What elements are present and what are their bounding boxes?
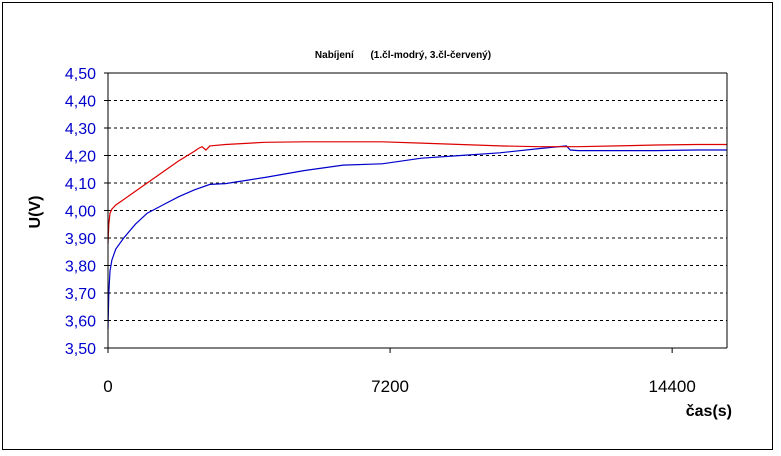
y-axis-label: U(V) <box>27 196 44 229</box>
y-tick-label: 3,70 <box>65 286 96 303</box>
chart-frame <box>2 2 773 450</box>
series-layer <box>107 141 727 329</box>
y-tick-label: 4,50 <box>65 66 96 83</box>
chart-title: Nabíjení (1.čl-modrý, 3.čl-červený) <box>315 50 491 61</box>
y-tick-label: 3,50 <box>65 341 96 358</box>
x-tick-label: 7200 <box>371 377 409 396</box>
series-line-blue <box>107 145 727 329</box>
y-tick-label: 3,60 <box>65 314 96 331</box>
x-tick-label: 0 <box>103 377 112 396</box>
y-tick-label: 3,80 <box>65 259 96 276</box>
y-tick-label: 4,00 <box>65 204 96 221</box>
x-axis-label: čas(s) <box>686 403 732 420</box>
tick-labels: 3,50 3,60 3,70 3,80 3,90 4,00 4,10 4,20 4,30 4,40… <box>65 66 696 396</box>
y-tick-label: 3,90 <box>65 231 96 248</box>
y-tick-label: 4,30 <box>65 121 96 138</box>
x-tick-label: 14400 <box>649 377 696 396</box>
grid-lines <box>108 72 727 321</box>
y-tick-label: 4,20 <box>65 149 96 166</box>
y-tick-label: 4,10 <box>65 176 96 193</box>
y-tick-label: 4,40 <box>65 94 96 111</box>
series-line-red <box>107 141 727 244</box>
axes <box>104 72 728 353</box>
